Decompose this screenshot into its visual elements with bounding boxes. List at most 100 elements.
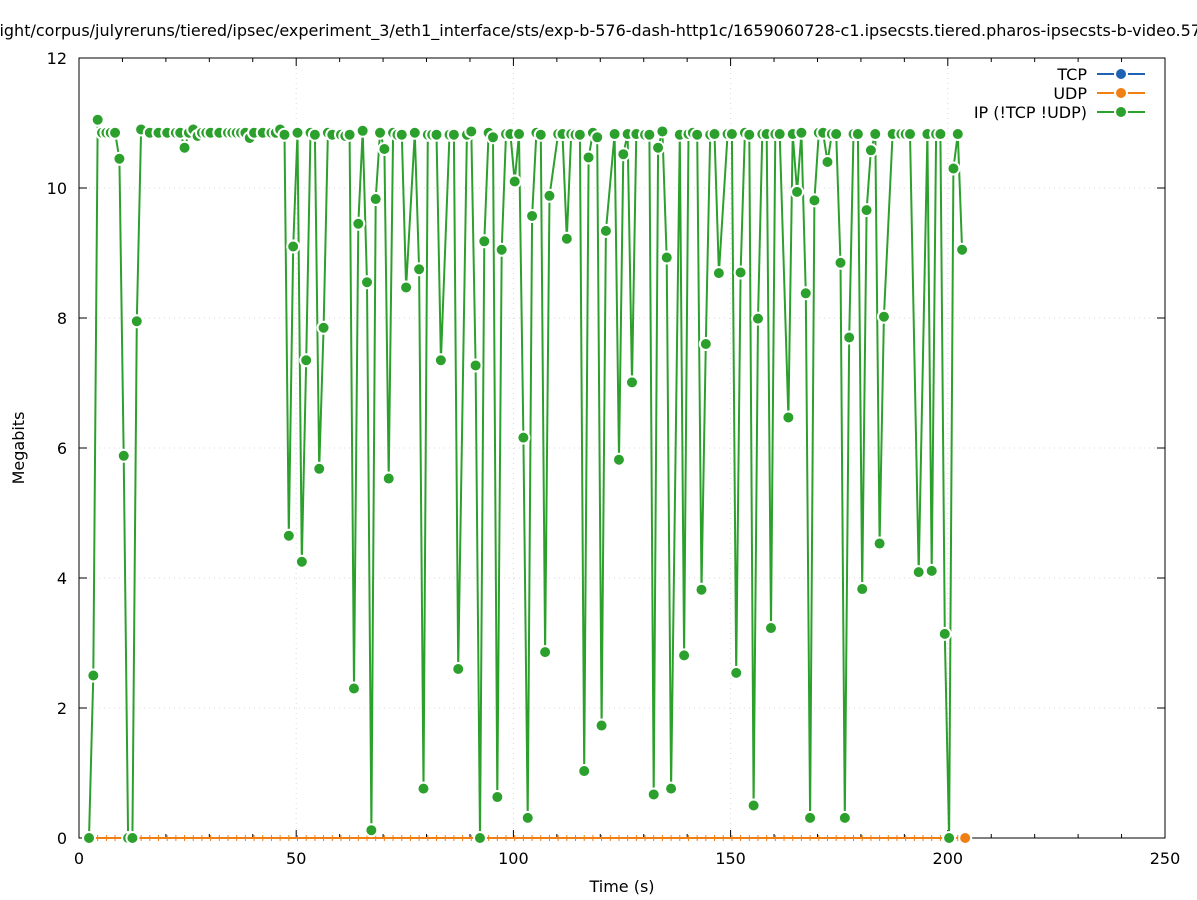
series-layer	[81, 112, 973, 845]
data-point	[399, 280, 414, 295]
data-point	[646, 787, 661, 802]
data-point	[533, 127, 548, 142]
data-point	[829, 127, 844, 142]
x-tick-label: 250	[1150, 849, 1181, 868]
data-point	[90, 112, 105, 127]
data-point	[290, 125, 305, 140]
data-point	[664, 781, 679, 796]
data-point	[842, 330, 857, 345]
data-point	[277, 127, 292, 142]
data-point	[485, 130, 500, 145]
data-point	[942, 831, 957, 845]
data-point	[659, 250, 674, 265]
data-point	[933, 127, 948, 142]
data-point	[477, 234, 492, 249]
data-point	[81, 831, 96, 845]
data-point	[820, 155, 835, 169]
data-point	[351, 216, 366, 231]
y-tick-label: 12	[47, 49, 67, 68]
data-point	[694, 582, 709, 597]
series-line	[88, 119, 964, 839]
data-point	[516, 430, 531, 445]
legend-item-tcp: TCP	[1056, 65, 1145, 84]
plot-area	[78, 57, 1166, 839]
data-point	[781, 410, 796, 425]
data-point	[624, 375, 639, 390]
data-point	[607, 127, 622, 142]
x-tick-label: 50	[286, 849, 306, 868]
data-point	[711, 266, 726, 281]
data-point	[803, 810, 818, 825]
data-point	[286, 239, 301, 254]
data-point	[355, 123, 370, 138]
x-axis-title: Time (s)	[588, 877, 654, 896]
data-point	[590, 130, 605, 145]
data-point	[833, 255, 848, 270]
legend-label: TCP	[1056, 65, 1087, 84]
legend-label: IP (!TCP !UDP)	[974, 103, 1087, 122]
data-point	[525, 208, 540, 223]
chart-title: nlight/corpus/julyreruns/tiered/ipsec/ex…	[0, 21, 1197, 41]
data-point	[464, 124, 479, 139]
data-point	[946, 161, 961, 176]
data-point	[594, 718, 609, 733]
data-point	[772, 127, 787, 142]
data-point	[794, 125, 809, 140]
y-tick-label: 10	[47, 179, 67, 198]
data-point	[698, 337, 713, 351]
data-point	[611, 452, 626, 467]
data-point	[112, 151, 127, 166]
data-point	[538, 645, 553, 660]
data-point	[312, 461, 327, 476]
data-point	[468, 358, 483, 373]
data-point	[412, 262, 427, 277]
data-point	[294, 554, 309, 569]
data-point	[911, 565, 926, 580]
data-point	[125, 831, 140, 845]
data-point	[407, 125, 422, 140]
data-point	[729, 665, 744, 680]
data-point	[429, 127, 444, 142]
legend-swatch-marker	[1114, 105, 1128, 119]
data-point	[651, 140, 666, 155]
data-point	[742, 127, 757, 142]
data-point	[616, 147, 631, 162]
data-point	[724, 127, 739, 142]
data-point	[707, 127, 722, 142]
data-point	[950, 127, 965, 142]
data-point	[598, 223, 613, 238]
data-point	[872, 536, 887, 551]
data-point	[559, 231, 574, 246]
data-point	[299, 353, 314, 368]
data-point	[937, 626, 952, 641]
legend-item-udp: UDP	[1053, 84, 1145, 103]
data-point	[955, 242, 970, 257]
legend-swatch-marker	[1114, 67, 1128, 81]
y-tick-label: 0	[57, 829, 67, 848]
legend-swatch-marker	[1114, 86, 1128, 100]
data-point	[507, 174, 522, 189]
data-point	[472, 831, 487, 845]
series-udp	[88, 831, 973, 845]
data-point	[86, 668, 101, 683]
data-point	[364, 823, 379, 838]
x-tick-label: 150	[715, 849, 746, 868]
data-point	[850, 127, 865, 142]
data-point	[868, 127, 883, 142]
data-point	[342, 127, 357, 142]
series-ip-tcp-udp	[81, 112, 970, 845]
data-point	[433, 353, 448, 368]
data-point	[798, 286, 813, 301]
data-point	[763, 621, 778, 636]
y-tick-label: 2	[57, 699, 67, 718]
x-tick-label: 200	[933, 849, 964, 868]
data-point	[859, 203, 874, 218]
data-point	[307, 127, 322, 142]
data-point	[750, 311, 765, 326]
x-tick-label: 100	[498, 849, 529, 868]
data-point	[807, 193, 822, 208]
data-point	[377, 142, 392, 156]
data-point	[281, 528, 296, 543]
